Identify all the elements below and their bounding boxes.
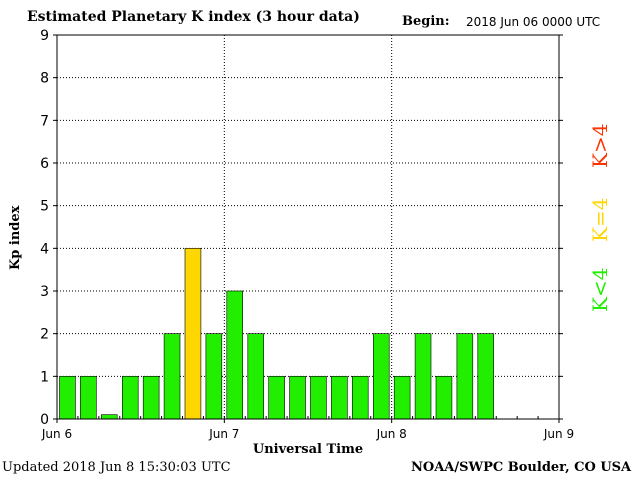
y-tick-label: 9: [40, 28, 49, 44]
begin-value: 2018 Jun 06 0000 UTC: [466, 15, 601, 29]
kp-bar: [268, 375, 285, 420]
kp-bar: [184, 248, 202, 420]
x-ticks: Jun 6 Jun 7 Jun 8 Jun 9: [41, 416, 574, 441]
source-credit: NOAA/SWPC Boulder, CO USA: [411, 460, 632, 475]
kp-bar: [122, 375, 139, 420]
kp-bar: [205, 333, 223, 420]
y-tick-label: 6: [40, 156, 49, 172]
x-axis-label: Universal Time: [253, 442, 363, 457]
kp-bar: [142, 375, 160, 420]
kp-bar: [310, 375, 327, 420]
kp-bar: [101, 414, 118, 420]
y-tick-label: 7: [40, 113, 49, 129]
y-tick-label: 4: [40, 241, 49, 257]
kp-bar: [226, 290, 244, 420]
kp-bar: [163, 333, 181, 420]
y-tick-label: 3: [40, 284, 49, 300]
kp-bar: [414, 333, 432, 420]
updated-timestamp: Updated 2018 Jun 8 15:30:03 UTC: [2, 460, 231, 475]
chart-title: Estimated Planetary K index (3 hour data…: [27, 9, 360, 25]
y-ticks: 0 1 2 3 4 5 6 7 8 9: [40, 28, 563, 428]
kp-bar: [477, 333, 494, 420]
kp-bar: [331, 375, 348, 420]
x-tick-label: Jun 9: [543, 427, 574, 441]
x-tick-label: Jun 7: [208, 427, 239, 441]
y-tick-label: 8: [40, 71, 49, 87]
kp-bar: [372, 333, 390, 420]
kp-bar: [247, 333, 265, 420]
kp-bar: [435, 375, 453, 420]
kp-bar: [59, 375, 76, 420]
begin-label: Begin:: [402, 14, 450, 29]
x-tick-label: Jun 6: [41, 427, 72, 441]
legend-k-below-4: K<4: [588, 267, 612, 312]
y-tick-label: 2: [40, 327, 49, 343]
kp-bar: [456, 333, 474, 420]
y-tick-label: 5: [40, 199, 49, 215]
kp-bar: [289, 375, 306, 420]
grid-lines: [57, 35, 559, 419]
y-tick-label: 1: [40, 369, 49, 385]
y-tick-label: 0: [40, 412, 49, 428]
kp-bar: [351, 375, 369, 420]
x-tick-label: Jun 8: [376, 427, 407, 441]
legend-k-above-4: K>4: [588, 123, 612, 168]
legend-k-equal-4: K=4: [588, 197, 612, 242]
kp-bar: [393, 375, 411, 420]
kp-bar: [80, 375, 97, 420]
